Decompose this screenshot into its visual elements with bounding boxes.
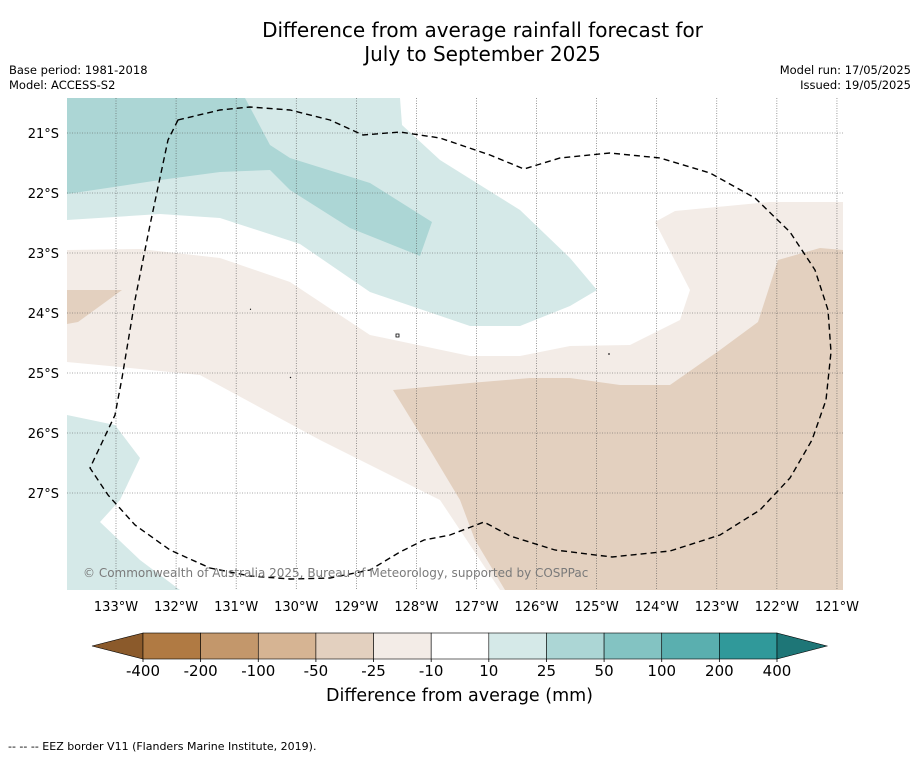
colorbar-tick-label: -10 xyxy=(419,662,444,680)
colorbar-tick-label: 50 xyxy=(595,662,614,680)
colorbar-segment xyxy=(719,632,778,660)
colorbar-tick-label: 10 xyxy=(479,662,498,680)
latitude-axis: 21°S 22°S 23°S 24°S 25°S 26°S 27°S xyxy=(28,127,59,502)
colorbar-tick-label: 100 xyxy=(647,662,676,680)
meta-left: Base period: 1981-2018 Model: ACCESS-S2 xyxy=(9,63,148,93)
colorbar-segment xyxy=(430,632,490,660)
island-marker xyxy=(289,376,292,379)
colorbar-segment xyxy=(661,632,720,660)
colorbar-segment xyxy=(315,632,374,660)
longitude-label: 125°W xyxy=(575,600,619,615)
colorbar-label: Difference from average (mm) xyxy=(325,686,594,706)
base-period: Base period: 1981-2018 xyxy=(9,63,148,77)
colorbar-segment xyxy=(257,632,317,660)
graticule xyxy=(67,98,843,590)
longitude-label: 127°W xyxy=(454,600,498,615)
colorbar-tick-label: -50 xyxy=(304,662,329,680)
colorbar-tick-label: 400 xyxy=(763,662,792,680)
model-name: Model: ACCESS-S2 xyxy=(9,78,116,92)
colorbar-segment xyxy=(488,632,547,660)
model-run: Model run: 17/05/2025 xyxy=(779,63,911,77)
footnote-eez: -- -- -- EEZ border V11 (Flanders Marine… xyxy=(8,740,317,753)
longitude-label: 128°W xyxy=(394,600,438,615)
colorbar-segment xyxy=(546,632,605,660)
longitude-label: 131°W xyxy=(214,600,258,615)
latitude-label: 24°S xyxy=(28,307,59,322)
latitude-label: 25°S xyxy=(28,367,59,382)
longitude-label: 122°W xyxy=(755,600,799,615)
latitude-label: 23°S xyxy=(28,247,59,262)
region-light-teal-southwest xyxy=(67,415,180,590)
longitude-label: 121°W xyxy=(815,600,859,615)
colorbar-tick-label: -100 xyxy=(241,662,275,680)
eez-border xyxy=(89,106,832,580)
colorbar-segment xyxy=(142,632,201,660)
colorbar-segment xyxy=(200,632,259,660)
map-area: © Commonwealth of Australia 2025, Bureau… xyxy=(67,98,843,590)
longitude-label: 126°W xyxy=(514,600,558,615)
longitude-label: 123°W xyxy=(695,600,739,615)
longitude-label: 133°W xyxy=(94,600,138,615)
island-marker xyxy=(395,333,400,338)
meta-right: Model run: 17/05/2025 Issued: 19/05/2025 xyxy=(780,63,911,93)
title-line-2: July to September 2025 xyxy=(364,42,601,66)
colorbar-tick-label: 25 xyxy=(537,662,556,680)
longitude-label: 130°W xyxy=(274,600,318,615)
colorbar-tick-label: -25 xyxy=(361,662,386,680)
colorbar-tick-label: -400 xyxy=(126,662,160,680)
colorbar-tick-label: 200 xyxy=(705,662,734,680)
colorbar-extend-low xyxy=(91,632,144,660)
longitude-label: 132°W xyxy=(154,600,198,615)
latitude-label: 27°S xyxy=(28,487,59,502)
chart-title: Difference from average rainfall forecas… xyxy=(0,18,919,66)
copyright-notice: © Commonwealth of Australia 2025, Bureau… xyxy=(83,566,588,580)
island-marker xyxy=(249,308,252,310)
title-line-1: Difference from average rainfall forecas… xyxy=(262,18,703,42)
longitude-label: 124°W xyxy=(635,600,679,615)
region-medium-brown-west xyxy=(67,290,122,324)
latitude-label: 22°S xyxy=(28,187,59,202)
colorbar-extend-high xyxy=(776,632,829,660)
issued-date: Issued: 19/05/2025 xyxy=(800,78,911,92)
latitude-label: 26°S xyxy=(28,427,59,442)
colorbar: -400 -200 -100 -50 -25 -10 10 25 50 100 200 400 xyxy=(91,632,829,680)
region-teal-northwest xyxy=(67,98,432,256)
colorbar-segment xyxy=(603,632,663,660)
longitude-axis: 133°W 132°W 131°W 130°W 129°W 128°W 127°W 126°W… xyxy=(94,600,859,615)
colorbar-segment xyxy=(373,632,432,660)
longitude-label: 129°W xyxy=(334,600,378,615)
latitude-label: 21°S xyxy=(28,127,59,142)
colorbar-tick-label: -200 xyxy=(184,662,218,680)
region-medium-brown-east xyxy=(393,248,843,590)
